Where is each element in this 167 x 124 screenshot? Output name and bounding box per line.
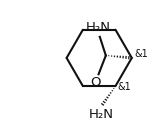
- Text: O: O: [90, 76, 101, 89]
- Text: H₂N: H₂N: [89, 108, 114, 121]
- Text: H₂N: H₂N: [86, 21, 111, 34]
- Text: &1: &1: [118, 82, 131, 92]
- Text: &1: &1: [134, 49, 148, 59]
